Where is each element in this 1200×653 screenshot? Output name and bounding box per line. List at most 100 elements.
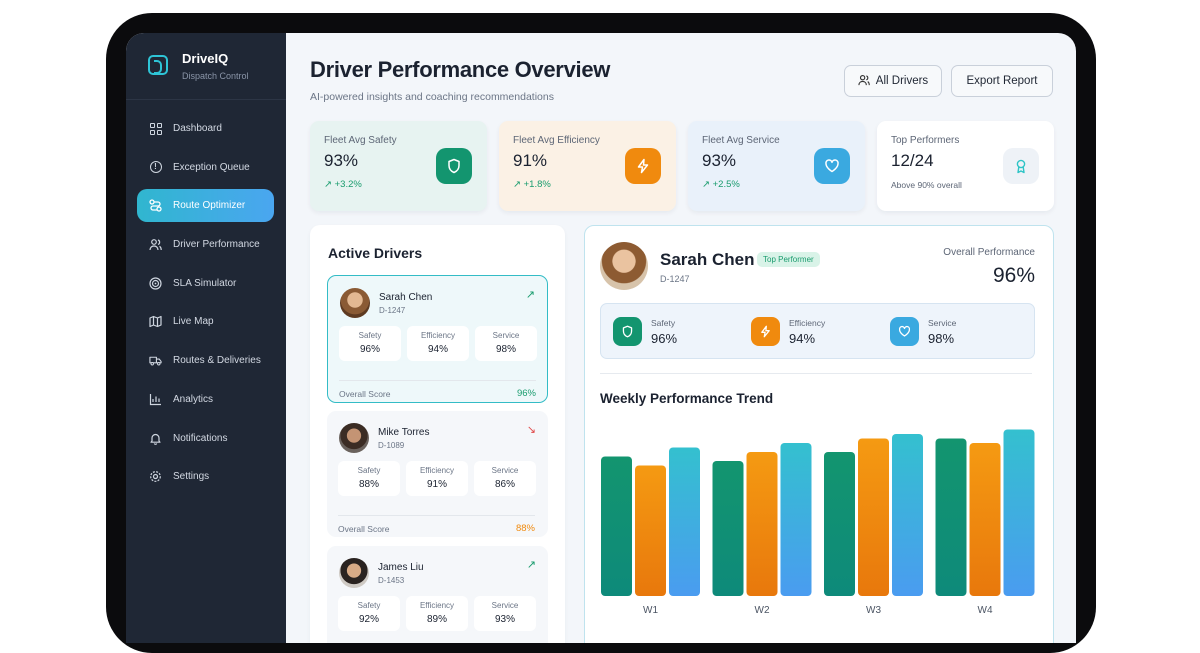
bar-w1-series-1[interactable] [601, 456, 632, 597]
stat-value: 12/24 [891, 151, 934, 170]
sidebar-item-settings[interactable]: Settings [137, 460, 274, 493]
map-icon [149, 315, 162, 328]
x-tick-label: W1 [643, 605, 658, 616]
bar-w1-series-3[interactable] [669, 447, 700, 597]
sidebar-item-label: Routes & Deliveries [173, 355, 261, 367]
award-icon [1003, 148, 1039, 184]
sidebar-item-label: Notifications [173, 432, 228, 444]
bar-w4-series-1[interactable] [935, 438, 967, 597]
bar-w2-series-2[interactable] [746, 452, 778, 596]
stat-label: Top Performers [891, 135, 960, 146]
sidebar-item-route-optimizer[interactable]: Route Optimizer [137, 189, 274, 223]
sidebar-item-driver-performance[interactable]: Driver Performance [137, 228, 274, 261]
stat-change: ↗ +2.5% [702, 179, 740, 190]
bar-w4-series-3[interactable] [1003, 429, 1035, 597]
metric-safety: Safety 88% [338, 461, 400, 496]
page-title: Driver Performance Overview [310, 57, 611, 82]
alert-circle-icon: ! [149, 161, 162, 174]
export-report-label: Export Report [966, 75, 1038, 87]
avatar [339, 558, 369, 588]
bar-w3-series-2[interactable] [858, 438, 889, 597]
heart-icon [890, 317, 919, 346]
stat-card-efficiency: Fleet Avg Efficiency 91% ↗ +1.8% [499, 121, 676, 211]
all-drivers-button[interactable]: All Drivers [844, 65, 942, 97]
sidebar-nav: Dashboard ! Exception Queue Route Optimi… [137, 112, 274, 499]
sidebar-item-exception-queue[interactable]: ! Exception Queue [137, 151, 274, 184]
sidebar-item-label: SLA Simulator [173, 277, 237, 289]
route-icon [149, 199, 162, 213]
all-drivers-label: All Drivers [875, 75, 929, 87]
bar-w3-series-1[interactable] [824, 452, 855, 596]
driver-card[interactable]: Mike Torres D-1089 ↘ Safety 88% Efficienc… [327, 411, 548, 537]
metric-efficiency: Efficiency 91% [406, 461, 468, 496]
shield-icon [613, 317, 642, 346]
chart-title: Weekly Performance Trend [600, 391, 774, 406]
sidebar-item-sla-simulator[interactable]: SLA Simulator [137, 267, 274, 300]
bolt-icon [625, 148, 661, 184]
metric-service: Service 98% [475, 326, 537, 361]
x-tick-label: W4 [978, 605, 993, 616]
divider [600, 373, 1032, 374]
stat-note: Above 90% overall [891, 180, 962, 190]
brand[interactable]: DriveIQ Dispatch Control [148, 51, 249, 81]
metric-efficiency: Efficiency 89% [406, 596, 468, 631]
stat-card-service: Fleet Avg Service 93% ↗ +2.5% [688, 121, 865, 211]
driver-card[interactable]: James Liu D-1453 ↗ Safety 92% Efficiency 8… [327, 546, 548, 643]
status-badge: Top Performer [757, 252, 820, 267]
sidebar-item-live-map[interactable]: Live Map [137, 305, 274, 338]
bar-w2-series-1[interactable] [712, 461, 744, 596]
avatar [339, 423, 369, 453]
weekly-performance-chart: W1 W2 W3 W4 [601, 429, 1035, 616]
bar-w3-series-3[interactable] [892, 434, 923, 596]
active-drivers-panel: Active Drivers Sarah Chen D-1247 ↗ Safet… [310, 225, 565, 643]
trend-up-icon: ↗ [702, 179, 713, 190]
grid-icon [149, 122, 162, 135]
driver-detail-panel: Sarah Chen Top Performer D-1247 Overall … [584, 225, 1054, 643]
driver-name: Sarah Chen [379, 292, 433, 303]
avatar [340, 288, 370, 318]
gear-icon [149, 470, 162, 483]
driver-id: D-1089 [378, 441, 405, 450]
bar-w1-series-2[interactable] [635, 465, 666, 597]
sidebar-item-analytics[interactable]: Analytics [137, 383, 274, 416]
heart-icon [814, 148, 850, 184]
metric-service: Service 86% [474, 461, 536, 496]
bolt-icon [751, 317, 780, 346]
trend-down-icon: ↘ [526, 424, 536, 436]
brand-name: DriveIQ [182, 51, 229, 66]
sidebar-item-notifications[interactable]: Notifications [137, 422, 274, 455]
sidebar-item-label: Settings [173, 471, 210, 483]
users-icon [858, 74, 870, 89]
brand-logo-icon [148, 55, 168, 75]
profile-name: Sarah Chen [660, 250, 755, 269]
app-screen: DriveIQ Dispatch Control Dashboard ! Exc… [126, 33, 1076, 643]
export-report-button[interactable]: Export Report [951, 65, 1053, 97]
stat-card-top-performers: Top Performers 12/24 Above 90% overall [877, 121, 1054, 211]
sidebar-item-label: Dashboard [173, 123, 222, 134]
x-tick-label: W3 [866, 605, 881, 616]
stat-label: Fleet Avg Efficiency [513, 135, 600, 146]
trend-up-icon: ↗ [526, 559, 536, 571]
driver-card[interactable]: Sarah Chen D-1247 ↗ Safety 96% Efficiency… [327, 275, 548, 403]
metric-efficiency: Efficiency 94% [407, 326, 469, 361]
target-icon [149, 277, 162, 290]
x-tick-label: W2 [755, 605, 770, 616]
sidebar-divider [126, 99, 286, 100]
truck-icon [149, 354, 162, 367]
active-drivers-title: Active Drivers [328, 245, 423, 261]
sidebar-item-dashboard[interactable]: Dashboard [137, 112, 274, 145]
driver-name: Mike Torres [378, 427, 430, 438]
driver-id: D-1453 [378, 576, 405, 585]
stat-label: Fleet Avg Safety [324, 135, 397, 146]
sidebar-item-routes-deliveries[interactable]: Routes & Deliveries [137, 344, 274, 377]
bar-w2-series-3[interactable] [780, 443, 812, 596]
metric-safety: Safety 96% [339, 326, 401, 361]
profile-metric-efficiency: Efficiency 94% [751, 317, 825, 346]
overall-score: Overall Score 96% [339, 380, 536, 399]
avatar [600, 242, 648, 290]
stat-value: 91% [513, 151, 548, 170]
metric-safety: Safety 92% [338, 596, 400, 631]
profile-metrics: Safety 96% Efficiency 94% Service 98% [600, 303, 1035, 359]
bar-w4-series-2[interactable] [969, 443, 1001, 596]
brand-subtitle: Dispatch Control [182, 71, 249, 81]
